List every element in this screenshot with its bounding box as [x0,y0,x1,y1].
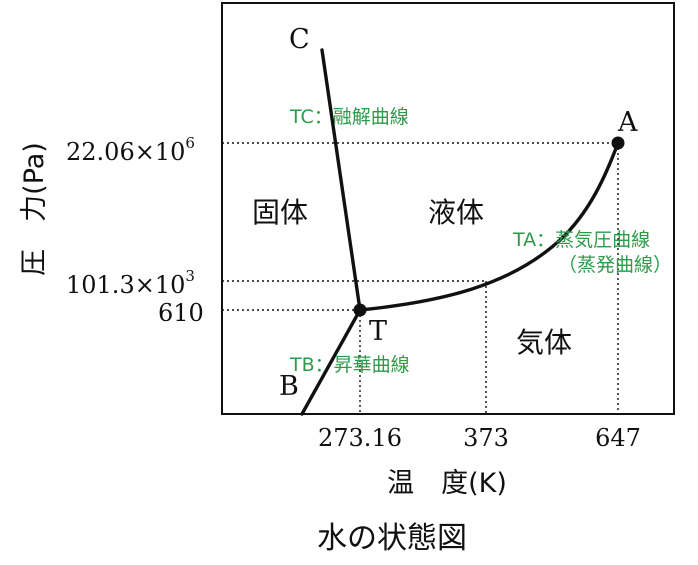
y-tick-critical-exp: 6 [185,134,195,152]
triple-point-label: T [369,316,387,347]
region-gas: 気体 [516,326,572,359]
diagram-title: 水の状態図 [317,521,467,556]
annotation-vapor: TA：蒸気圧曲線 [512,229,650,251]
x-tick-critical: 647 [595,424,641,452]
annotation-melting: TC：融解曲線 [289,106,409,128]
triple-point-marker [353,303,367,317]
y-tick-atm-base: 101.3×10 [66,271,185,299]
curve-end-c-label: C [289,24,310,55]
region-liquid: 液体 [428,196,484,229]
curve-end-b-label: B [279,371,299,402]
region-solid: 固体 [252,196,308,229]
annotation-evaporation: （蒸発曲線） [558,254,672,276]
x-tick-boiling: 373 [463,424,509,452]
x-axis-label: 温 度(K) [387,468,507,499]
y-tick-critical: 22.06×106 [66,134,195,166]
vapor-pressure-curve [358,141,620,312]
x-tick-triple: 273.16 [318,424,402,452]
annotation-sublimation: TB：昇華曲線 [289,354,410,376]
sublimation-curve [300,308,362,416]
plot-frame [221,2,675,415]
y-tick-critical-base: 22.06×10 [66,138,185,166]
y-tick-atm: 101.3×103 [66,267,195,299]
critical-point-marker [611,136,625,150]
y-axis-label: 圧 力(Pa) [19,142,50,276]
y-tick-atm-exp: 3 [185,267,195,285]
melting-curve [320,48,362,312]
y-tick-triple: 610 [158,299,204,327]
critical-point-label: A [617,107,638,138]
